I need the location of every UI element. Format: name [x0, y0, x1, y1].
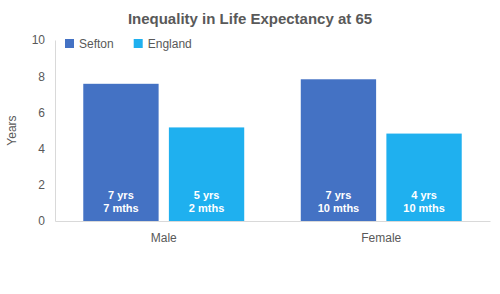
data-label: 4 yrs10 mths: [403, 189, 445, 214]
y-tick: 2: [38, 178, 55, 192]
y-tick-label: 2: [38, 178, 45, 192]
y-tick-label: 4: [38, 142, 45, 156]
data-label-line: 7 yrs: [326, 189, 352, 201]
y-axis: 0 2 4 6 8 10: [32, 33, 56, 228]
data-label: 7 yrs7 mths: [103, 189, 138, 214]
bar: [386, 134, 461, 221]
legend-label: Sefton: [79, 37, 114, 51]
y-tick: 6: [38, 106, 55, 120]
plot: 0246810MaleFemale7 yrs7 mths7 yrs10 mths…: [32, 33, 491, 244]
data-label-line: 4 yrs: [411, 189, 437, 201]
x-tick-label: Female: [361, 231, 401, 245]
data-label-line: 10 mths: [403, 202, 445, 214]
bar: [169, 127, 244, 221]
chart: Inequality in Life Expectancy at 65 0 2 4 6 8…: [0, 0, 500, 294]
y-axis-title: Years: [5, 115, 19, 145]
bars: [83, 79, 461, 221]
y-tick: 0: [38, 214, 55, 228]
data-label-line: 7 mths: [103, 202, 138, 214]
y-tick-label: 6: [38, 106, 45, 120]
bar: [83, 84, 158, 221]
x-tick: Male: [151, 221, 177, 245]
data-label: 7 yrs10 mths: [318, 189, 360, 214]
x-tick-label: Male: [151, 231, 177, 245]
y-tick-label: 10: [32, 33, 46, 47]
legend-label: England: [148, 37, 192, 51]
y-tick: 4: [38, 142, 55, 156]
legend-swatch: [134, 39, 143, 48]
data-label-line: 7 yrs: [108, 189, 134, 201]
y-axis-line: [55, 41, 56, 222]
y-tick: 8: [38, 70, 55, 84]
bar: [301, 79, 376, 221]
y-tick-label: 8: [38, 70, 45, 84]
y-tick: 10: [32, 33, 55, 47]
legend-swatch: [65, 39, 74, 48]
x-tick: Female: [361, 221, 401, 245]
x-axis-line: [56, 221, 491, 222]
x-axis: Male Female: [56, 221, 491, 245]
y-tick-label: 0: [38, 214, 45, 228]
data-labels: 7 yrs7 mths7 yrs10 mths5 yrs2 mths4 yrs1…: [103, 189, 445, 214]
legend-item: England: [134, 37, 192, 51]
data-label: 5 yrs2 mths: [189, 189, 224, 214]
data-label-line: 10 mths: [318, 202, 360, 214]
legend: Sefton England: [65, 37, 192, 51]
title: Inequality in Life Expectancy at 65: [128, 10, 372, 27]
data-label-line: 5 yrs: [194, 189, 220, 201]
legend-item: Sefton: [65, 37, 114, 51]
data-label-line: 2 mths: [189, 202, 224, 214]
